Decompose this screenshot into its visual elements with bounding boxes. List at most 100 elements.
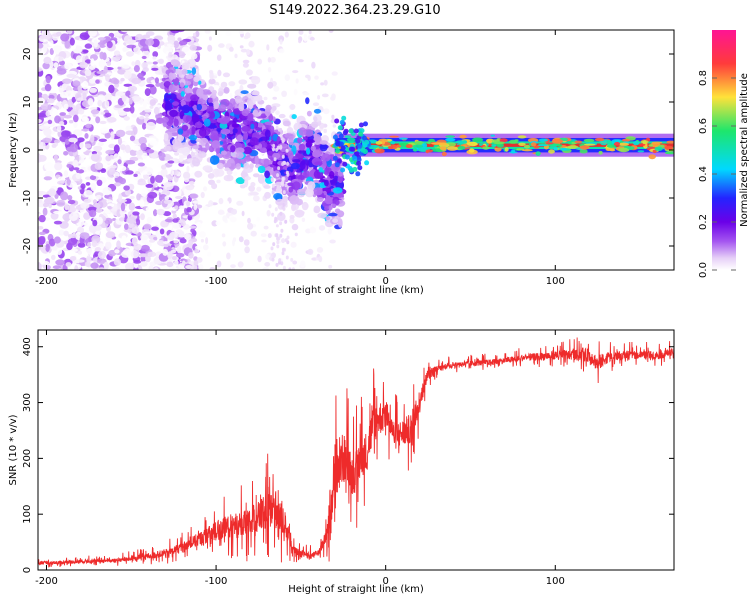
heatmap-cell-3185 bbox=[285, 255, 289, 260]
heatmap-x-tick-label-1: -100 bbox=[205, 276, 228, 287]
heatmap-cell-1588 bbox=[234, 53, 238, 59]
heatmap-cell-1297 bbox=[195, 30, 200, 38]
heatmap-cell-3056 bbox=[298, 127, 307, 136]
heatmap-cell-1397 bbox=[72, 159, 79, 167]
heatmap-cell-1179 bbox=[162, 30, 168, 36]
heatmap-cell-1133 bbox=[45, 196, 55, 204]
heatmap-cell-151 bbox=[53, 154, 59, 162]
heatmap-cell-1102 bbox=[101, 199, 107, 203]
heatmap-cell-1781 bbox=[266, 44, 270, 51]
heatmap-cell-998 bbox=[114, 182, 121, 187]
heatmap-cell-3239 bbox=[281, 139, 285, 144]
heatmap-cell-1374 bbox=[143, 231, 152, 237]
heatmap-cell-708 bbox=[176, 252, 185, 258]
heatmap-cell-3340 bbox=[652, 149, 657, 154]
heatmap-cell-1046 bbox=[52, 45, 63, 52]
heatmap-cell-2899 bbox=[183, 95, 193, 102]
heatmap-cell-1580 bbox=[332, 124, 336, 128]
heatmap-cell-1062 bbox=[43, 202, 49, 208]
heatmap-cell-1675 bbox=[303, 33, 307, 39]
heatmap-cell-2863 bbox=[313, 108, 322, 114]
heatmap-cell-1112 bbox=[52, 224, 60, 228]
heatmap-cell-3191 bbox=[270, 246, 274, 251]
heatmap-cell-1460 bbox=[102, 186, 112, 196]
heatmap-cell-3481 bbox=[509, 151, 518, 154]
heatmap-cell-1309 bbox=[131, 236, 138, 246]
heatmap-cell-3100 bbox=[264, 121, 273, 126]
heatmap-cell-1679 bbox=[232, 239, 235, 247]
heatmap-cell-3354 bbox=[518, 142, 526, 146]
heatmap-cell-3110 bbox=[241, 109, 250, 117]
heatmap-cell-3007 bbox=[177, 128, 184, 135]
heatmap-cell-1807 bbox=[190, 151, 195, 157]
heatmap-cell-1060 bbox=[65, 262, 72, 267]
heatmap-cell-1211 bbox=[38, 140, 44, 149]
heatmap-cell-1665 bbox=[320, 82, 324, 86]
heatmap-cell-3176 bbox=[220, 128, 231, 135]
heatmap-cell-1481 bbox=[96, 70, 106, 75]
heatmap-cell-1245 bbox=[110, 131, 115, 141]
heatmap-cell-1704 bbox=[331, 93, 336, 100]
heatmap-cell-1440 bbox=[56, 247, 63, 255]
heatmap-cell-1638 bbox=[294, 232, 298, 237]
heatmap-cell-938 bbox=[137, 182, 147, 186]
heatmap-cell-780 bbox=[146, 216, 153, 224]
heatmap-cell-3423 bbox=[374, 148, 385, 154]
heatmap-cell-2839 bbox=[197, 151, 207, 159]
snr-x-tick-label-0: -200 bbox=[35, 576, 58, 587]
heatmap-cell-3089 bbox=[249, 163, 254, 169]
heatmap-cell-1705 bbox=[312, 102, 320, 106]
heatmap-cell-775 bbox=[112, 191, 118, 201]
heatmap-cell-3256 bbox=[281, 154, 285, 159]
heatmap-cell-2580 bbox=[286, 127, 294, 135]
heatmap-cell-3434 bbox=[621, 138, 631, 142]
heatmap-cell-344 bbox=[54, 193, 59, 199]
heatmap-cell-1491 bbox=[147, 191, 158, 199]
heatmap-cell-3480 bbox=[431, 148, 442, 152]
heatmap-cell-1274 bbox=[67, 233, 77, 239]
heatmap-cell-1666 bbox=[184, 178, 190, 183]
heatmap-cell-1393 bbox=[99, 127, 110, 134]
heatmap-cell-3486 bbox=[638, 143, 646, 146]
heatmap-cell-1831 bbox=[178, 219, 186, 223]
heatmap-cell-3365 bbox=[396, 144, 402, 148]
heatmap-cell-3594 bbox=[335, 141, 341, 147]
heatmap-cell-1442 bbox=[145, 38, 155, 46]
heatmap-cell-3096 bbox=[258, 143, 263, 150]
heatmap-cell-541 bbox=[142, 122, 147, 130]
heatmap-cell-1713 bbox=[184, 233, 192, 241]
heatmap-cell-1864 bbox=[278, 48, 285, 54]
heatmap-cell-3190 bbox=[276, 240, 280, 245]
heatmap-cell-2704 bbox=[173, 77, 180, 86]
heatmap-cell-2687 bbox=[317, 212, 327, 219]
heatmap-cell-1403 bbox=[38, 154, 47, 162]
heatmap-cell-1125 bbox=[126, 39, 137, 44]
heatmap-cell-407 bbox=[48, 238, 56, 247]
heatmap-cell-3087 bbox=[185, 115, 192, 122]
heatmap-cell-1259 bbox=[38, 262, 42, 270]
heatmap-cell-3519 bbox=[666, 140, 674, 144]
heatmap-cell-655 bbox=[179, 238, 187, 244]
heatmap-cell-2788 bbox=[275, 198, 285, 206]
heatmap-cell-2711 bbox=[207, 173, 215, 179]
heatmap-cell-1310 bbox=[107, 205, 112, 210]
heatmap-cell-1301 bbox=[122, 47, 128, 52]
heatmap-cell-3446 bbox=[654, 146, 663, 151]
heatmap-cell-3226 bbox=[281, 251, 285, 256]
heatmap-cell-3597 bbox=[357, 143, 363, 149]
heatmap-cell-909 bbox=[68, 120, 74, 124]
heatmap-cell-3518 bbox=[439, 146, 447, 151]
heatmap-cell-3109 bbox=[220, 150, 228, 155]
heatmap-cell-3487 bbox=[491, 144, 497, 147]
heatmap-cell-1351 bbox=[118, 217, 125, 222]
heatmap-cell-1854 bbox=[267, 233, 272, 239]
heatmap-cell-3140 bbox=[193, 76, 200, 83]
heatmap-cell-888 bbox=[87, 242, 92, 248]
heatmap-cell-3241 bbox=[281, 176, 285, 181]
heatmap-cell-1210 bbox=[149, 140, 159, 146]
heatmap-cell-3098 bbox=[310, 145, 316, 152]
heatmap-cell-1465 bbox=[140, 213, 145, 221]
heatmap-cell-3254 bbox=[279, 221, 283, 226]
heatmap-cell-1750 bbox=[257, 58, 263, 65]
snr-series-line bbox=[38, 337, 674, 568]
